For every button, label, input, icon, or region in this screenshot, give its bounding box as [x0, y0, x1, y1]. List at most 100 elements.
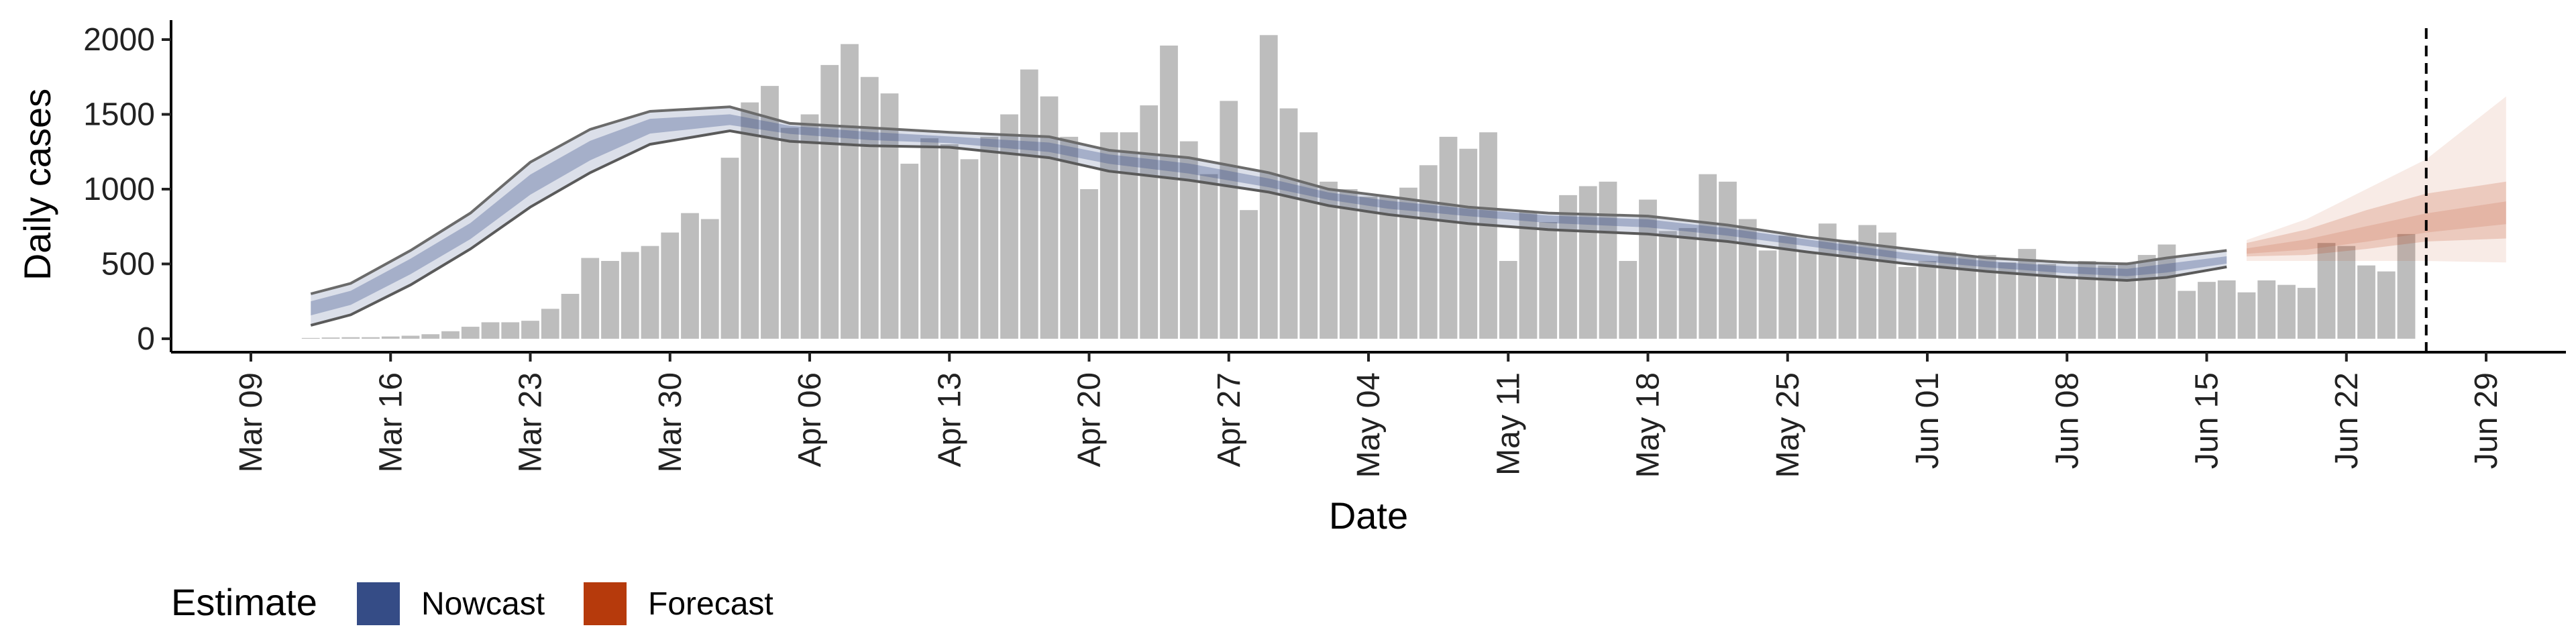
bar	[1120, 132, 1138, 339]
bar	[541, 309, 559, 339]
bar	[2277, 284, 2296, 339]
bar	[940, 144, 959, 339]
bar	[2157, 244, 2176, 339]
bar	[720, 158, 739, 339]
x-tick-label: Jun 29	[2469, 372, 2504, 469]
bar	[761, 86, 779, 339]
bar	[1918, 260, 1937, 339]
x-axis-title: Date	[1329, 494, 1408, 537]
bar	[900, 164, 919, 339]
bar	[1639, 199, 1657, 339]
bar	[1539, 222, 1558, 339]
bar	[1299, 132, 1318, 339]
bar	[1559, 195, 1577, 339]
bar	[501, 322, 520, 339]
x-tick-label: May 11	[1491, 372, 1526, 476]
bar	[441, 331, 460, 339]
bar	[1339, 189, 1358, 339]
bar	[1060, 136, 1079, 339]
bar	[741, 102, 759, 339]
y-axis-title: Daily cases	[16, 89, 58, 280]
legend-title: Estimate	[171, 581, 317, 623]
bar	[1160, 45, 1178, 339]
bar	[2257, 280, 2276, 339]
legend-swatch-nowcast	[357, 582, 400, 625]
x-tick-label: May 25	[1770, 372, 1806, 478]
bar	[1020, 69, 1038, 339]
bar	[1519, 211, 1538, 339]
legend-label-forecast: Forecast	[648, 586, 773, 622]
bar	[601, 260, 619, 339]
bar	[2078, 260, 2096, 339]
bar	[1099, 132, 1118, 339]
x-tick-label: Apr 13	[932, 372, 967, 467]
bar	[1758, 250, 1777, 339]
bar	[2098, 265, 2116, 339]
bar	[1399, 187, 1417, 339]
bar	[321, 337, 340, 339]
bar	[1578, 186, 1597, 339]
legend: Estimate Nowcast Forecast	[171, 581, 773, 625]
bar	[860, 76, 879, 339]
bar	[880, 93, 899, 339]
bar	[960, 159, 979, 339]
bar	[2198, 282, 2216, 339]
bar	[1799, 252, 1817, 339]
bar	[561, 294, 580, 339]
x-ticks: Mar 09 Mar 16 Mar 23 Mar 30 Apr 06 Apr 13 Apr …	[233, 352, 2504, 478]
legend-label-nowcast: Nowcast	[421, 586, 545, 622]
bar	[521, 321, 539, 339]
bar	[2377, 271, 2396, 339]
bar	[1738, 219, 1757, 339]
bar	[1499, 260, 1517, 339]
bar	[381, 336, 400, 339]
bar	[621, 252, 639, 339]
bar	[2018, 249, 2037, 339]
bar	[1240, 210, 1258, 339]
bar	[1599, 181, 1617, 339]
bar	[841, 44, 859, 339]
bar	[301, 337, 320, 339]
bar	[1080, 189, 1098, 339]
x-tick-label: Apr 06	[792, 372, 828, 467]
bar	[2137, 255, 2156, 339]
bar	[2118, 262, 2136, 339]
bar	[681, 213, 699, 339]
forecast-ribbon-50	[2247, 181, 2506, 257]
bar	[1439, 136, 1458, 339]
bar	[2297, 288, 2316, 339]
bar	[2057, 276, 2076, 339]
bar	[800, 114, 819, 339]
y-tick-label: 2000	[83, 22, 155, 58]
bar	[1140, 105, 1159, 339]
bar	[461, 327, 480, 339]
nowcast-upper-line	[310, 105, 2227, 295]
forecast-ribbon-90	[2247, 96, 2506, 263]
bar	[1658, 231, 1677, 339]
bar	[2178, 290, 2196, 339]
bar	[2397, 233, 2416, 339]
bar	[1699, 174, 1717, 339]
bar	[1678, 227, 1697, 339]
bar	[1220, 101, 1238, 339]
bar	[920, 138, 938, 339]
bar	[2337, 246, 2356, 339]
bar	[1998, 262, 2017, 339]
axes: 0 500 1000 1500 2000 Mar 09 Mar 16 Mar 23 Mar 3…	[83, 20, 2566, 478]
bar	[641, 246, 659, 339]
bar	[700, 219, 719, 339]
bar	[481, 322, 500, 339]
bar	[1479, 132, 1497, 339]
x-tick-label: Jun 08	[2049, 372, 2085, 469]
bar	[780, 127, 799, 339]
bar	[1719, 181, 1737, 339]
bar	[820, 64, 839, 339]
x-tick-label: Mar 23	[513, 372, 549, 472]
x-tick-label: Mar 16	[373, 372, 409, 472]
bar	[661, 232, 680, 339]
x-tick-label: Mar 09	[233, 372, 269, 472]
bar	[1778, 235, 1797, 339]
x-tick-label: May 04	[1351, 372, 1387, 478]
bar	[1619, 260, 1638, 339]
